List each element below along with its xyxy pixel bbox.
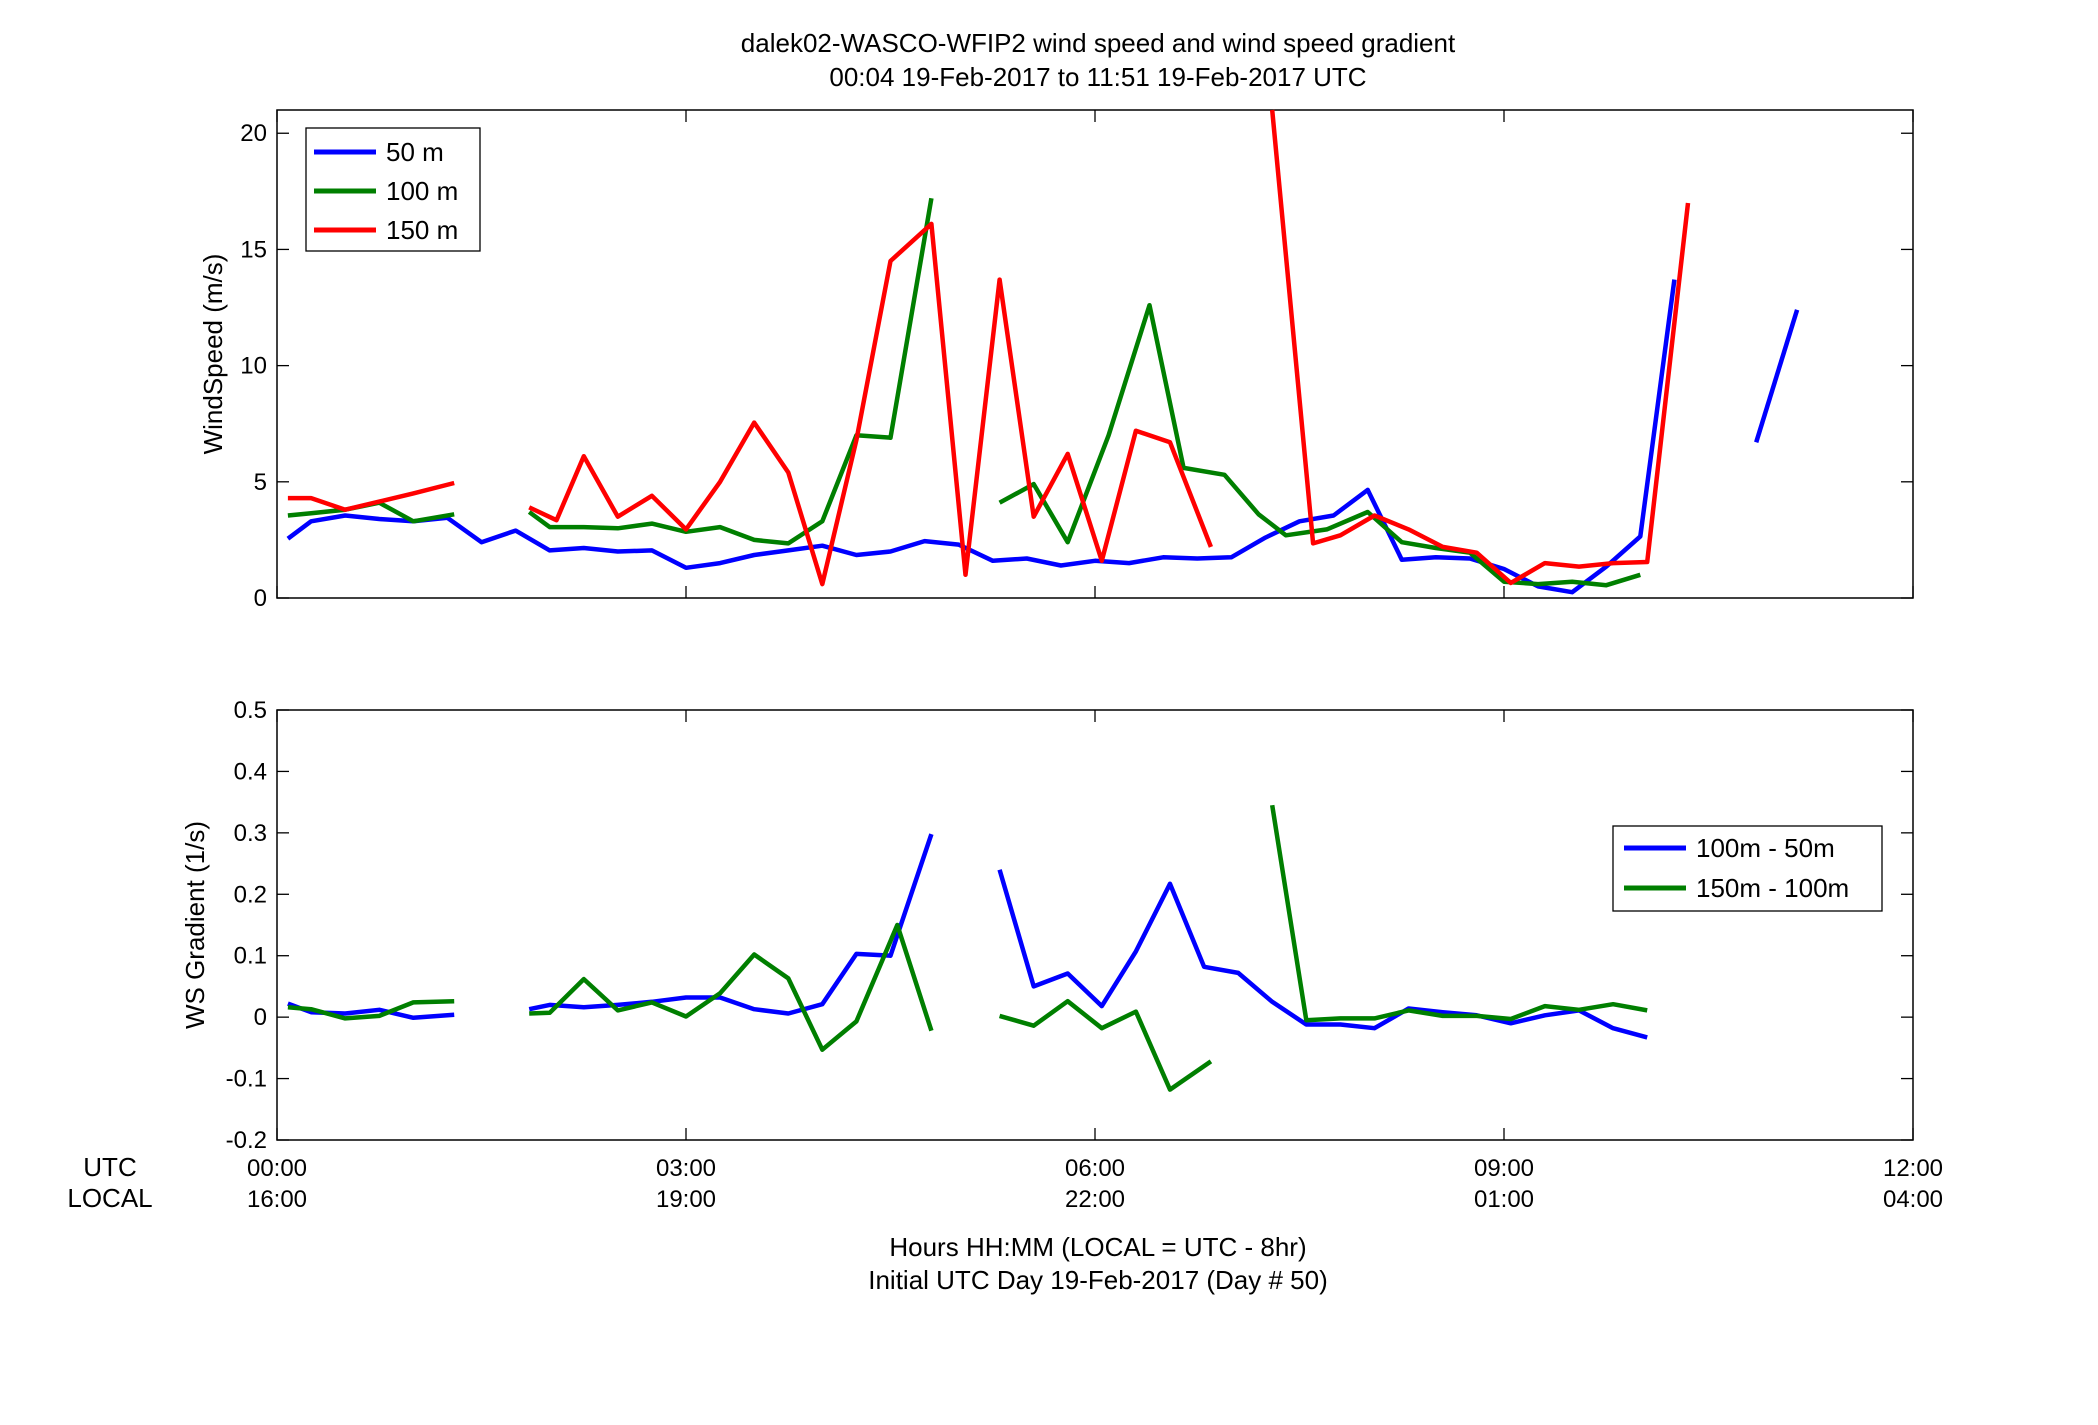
gradient-y-tick-label: 0.2 [234,881,267,908]
legend-label-50-m: 50 m [386,137,444,167]
gradient-y-label: WS Gradient (1/s) [180,821,210,1029]
x-tick-label-utc: 00:00 [247,1155,307,1182]
windspeed-series [286,109,1800,595]
legend-label-150m-100m: 150m - 100m [1696,873,1849,903]
gradient-y-tick-label: -0.2 [226,1127,267,1154]
gradient-y-tick-label: -0.1 [226,1066,267,1093]
gradient-y-tick-label: 0.5 [234,697,267,724]
series-line-100-m [998,302,1641,588]
series-line-150m-100m [1269,804,1648,1023]
series-line-150m-100m [287,998,455,1021]
windspeed-y-ticks: 0 5 10 15 20 [240,120,1913,612]
local-row-label: LOCAL [67,1183,152,1213]
series-line-150m-100m [998,998,1213,1092]
gradient-legend: 100m - 50m 150m - 100m [1612,825,1883,912]
gradient-axes-box [276,709,1914,1141]
legend-label-150-m: 150 m [386,215,458,245]
gradient-y-tick-label: 0.1 [234,943,267,970]
x-tick-label-utc: 09:00 [1474,1155,1534,1182]
x-tick-label-utc: 03:00 [656,1155,716,1182]
x-tick-label-local: 16:00 [247,1186,307,1213]
series-line-100m-50m [528,833,934,1016]
windspeed-y-tick-label: 0 [254,585,267,612]
legend-label-100-m: 100 m [386,176,458,206]
windspeed-y-tick-label: 5 [254,469,267,496]
windspeed-axes-box [276,109,1914,599]
series-line-150-m [1269,109,1691,586]
series-line-50-m [286,279,1677,595]
series-line-100m-50m [997,869,1648,1040]
utc-row-label: UTC [83,1152,136,1182]
figure-subtitle: 00:04 19-Feb-2017 to 11:51 19-Feb-2017 U… [829,62,1366,92]
series-line-150-m [528,221,1213,587]
x-tick-label-utc: 12:00 [1883,1155,1943,1182]
figure-title: dalek02-WASCO-WFIP2 wind speed and wind … [741,28,1456,58]
x-tick-label-local: 01:00 [1474,1186,1534,1213]
gradient-x-ticks [276,710,1914,1140]
x-axis-label: Hours HH:MM (LOCAL = UTC - 8hr) [889,1232,1306,1262]
gradient-series [287,804,1648,1092]
series-line-150m-100m [529,922,934,1052]
gradient-y-tick-label: 0 [254,1004,267,1031]
gradient-y-tick-label: 0.3 [234,820,267,847]
x-tick-label-local: 04:00 [1883,1186,1943,1213]
windspeed-y-tick-label: 10 [240,353,267,380]
windspeed-y-label: WindSpeed (m/s) [198,254,228,455]
windspeed-y-tick-label: 15 [240,236,267,263]
series-line-50-m [1754,309,1800,443]
gradient-y-ticks: -0.2 -0.1 0 0.1 0.2 0.3 0.4 0.5 [226,697,1913,1154]
series-line-150-m [287,480,455,512]
x-tick-label-utc: 06:00 [1065,1155,1125,1182]
legend-label-100m-50m: 100m - 50m [1696,833,1835,863]
windspeed-y-tick-label: 20 [240,120,267,147]
windspeed-x-ticks [276,110,1914,598]
x-tick-label-local: 19:00 [656,1186,716,1213]
windspeed-panel: 0 5 10 15 20 WindSpeed (m/s) 50 m 100 m 150 m [198,109,1914,612]
x-tick-label-local: 22:00 [1065,1186,1125,1213]
gradient-panel: -0.2 -0.1 0 0.1 0.2 0.3 0.4 0.5 WS Gradient (1/… [180,697,1914,1154]
windspeed-legend: 50 m 100 m 150 m [305,127,481,252]
x-axis-sublabel: Initial UTC Day 19-Feb-2017 (Day # 50) [868,1265,1328,1295]
gradient-y-tick-label: 0.4 [234,758,267,785]
x-tick-labels: 00:00 16:00 03:00 19:00 06:00 22:00 09:00 01:00… [247,1155,1943,1213]
gradient-legend-box [1612,825,1883,912]
